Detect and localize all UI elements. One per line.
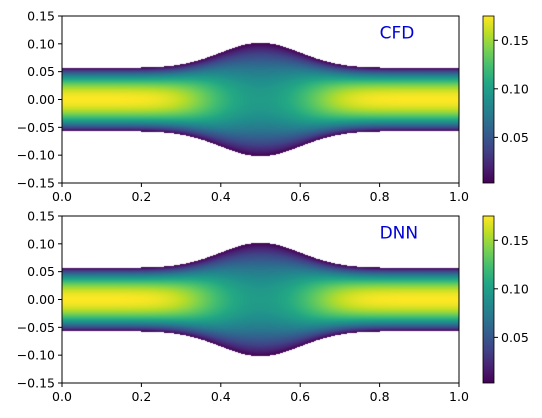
x-tick-label: 0.6 xyxy=(290,189,310,204)
dnn-y-ticks: 0.15 0.10 0.05 0.00 −0.05 −0.10 −0.15 xyxy=(17,209,62,391)
x-tick-label: 0.0 xyxy=(52,189,72,204)
dnn-colorbar-ticks: 0.05 0.10 0.15 xyxy=(494,233,529,345)
y-tick-label: −0.15 xyxy=(17,176,55,191)
y-tick-label: −0.10 xyxy=(17,348,55,363)
cfd-colorbar xyxy=(482,15,495,184)
x-tick-label: 0.2 xyxy=(131,189,151,204)
dnn-panel: 0.0 0.2 0.4 0.6 0.8 1.0 0.15 0.10 0.05 0.00 −0.05… xyxy=(17,209,529,405)
y-tick-label: 0.05 xyxy=(27,264,55,279)
y-tick-label: 0.15 xyxy=(27,9,55,24)
y-tick-label: 0.00 xyxy=(27,292,55,307)
cfd-y-ticks: 0.15 0.10 0.05 0.00 −0.05 −0.10 −0.15 xyxy=(17,9,62,191)
colorbar-tick-label: 0.10 xyxy=(501,281,529,296)
colorbar-tick-label: 0.15 xyxy=(501,233,529,248)
cfd-panel: 0.0 0.2 0.4 0.6 0.8 1.0 0.15 0.10 0.05 0.00 −0.05… xyxy=(17,9,529,205)
x-tick-label: 0.0 xyxy=(52,389,72,404)
colorbar-tick-label: 0.05 xyxy=(501,330,529,345)
x-tick-label: 1.0 xyxy=(449,389,469,404)
x-tick-label: 0.4 xyxy=(211,389,231,404)
cfd-x-ticks: 0.0 0.2 0.4 0.6 0.8 1.0 xyxy=(52,183,469,204)
x-tick-label: 1.0 xyxy=(449,189,469,204)
cfd-annotation: CFD xyxy=(380,24,415,44)
dnn-heatmap xyxy=(62,216,459,383)
cfd-heatmap xyxy=(62,16,459,183)
y-tick-label: 0.05 xyxy=(27,64,55,79)
colorbar-tick-label: 0.05 xyxy=(501,130,529,145)
y-tick-label: −0.05 xyxy=(17,320,55,335)
x-tick-label: 0.8 xyxy=(370,189,390,204)
x-tick-label: 0.4 xyxy=(211,189,231,204)
x-tick-label: 0.2 xyxy=(131,389,151,404)
cfd-colorbar-ticks: 0.05 0.10 0.15 xyxy=(494,33,529,145)
dnn-annotation: DNN xyxy=(380,224,419,244)
y-tick-label: −0.05 xyxy=(17,120,55,135)
y-tick-label: −0.15 xyxy=(17,376,55,391)
dnn-colorbar xyxy=(482,215,495,384)
x-tick-label: 0.6 xyxy=(290,389,310,404)
colorbar-tick-label: 0.15 xyxy=(501,33,529,48)
dnn-x-ticks: 0.0 0.2 0.4 0.6 0.8 1.0 xyxy=(52,383,469,404)
x-tick-label: 0.8 xyxy=(370,389,390,404)
y-tick-label: −0.10 xyxy=(17,148,55,163)
colorbar-tick-label: 0.10 xyxy=(501,81,529,96)
y-tick-label: 0.15 xyxy=(27,209,55,224)
y-tick-label: 0.00 xyxy=(27,92,55,107)
y-tick-label: 0.10 xyxy=(27,236,55,251)
y-tick-label: 0.10 xyxy=(27,36,55,51)
